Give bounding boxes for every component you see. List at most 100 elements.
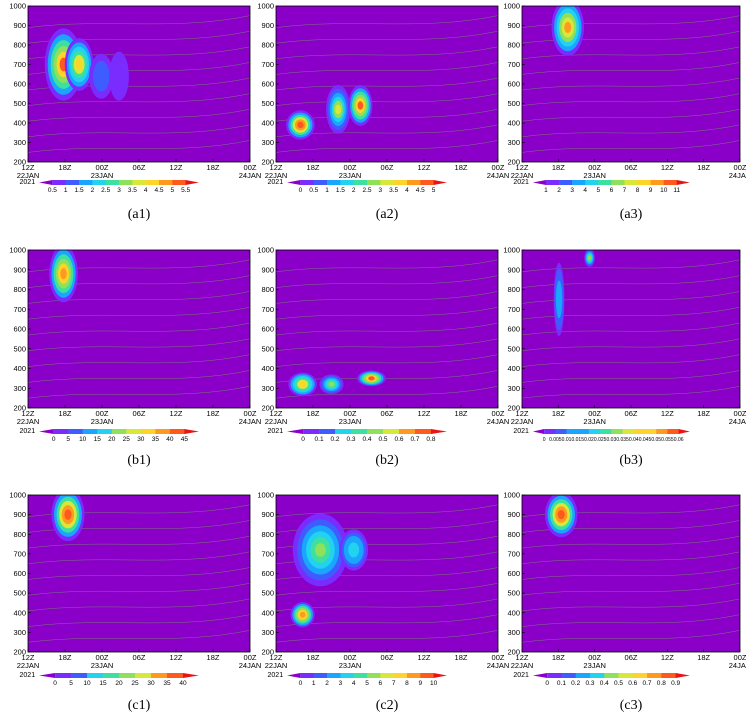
contour-line (522, 108, 740, 122)
colorbar-segment (547, 673, 562, 678)
colorbar-segment (414, 429, 432, 434)
data-blob-0-layer-5 (299, 381, 306, 388)
colorbar-tick-label: 2.5 (101, 187, 110, 194)
y-tick-label: 500 (261, 344, 274, 353)
contour-line (28, 385, 250, 399)
contour-line (28, 551, 250, 565)
contour-line (276, 338, 498, 352)
y-tick-label: 1000 (257, 2, 274, 11)
data-blob-0-layer-5 (557, 292, 561, 307)
y-tick-label: 900 (13, 21, 26, 30)
x-tick-label: 12Z (170, 653, 183, 662)
x-tick-label: 12Z (270, 409, 283, 418)
colorbar-segment (351, 429, 368, 434)
panel-label: (c3) (620, 698, 643, 713)
y-tick-label: 800 (507, 285, 520, 294)
x-tick-label: 06Z (133, 653, 146, 662)
y-tick-label: 200 (13, 404, 26, 413)
colorbar-segment (287, 673, 301, 678)
colorbar-tick-label: 3.5 (128, 187, 137, 194)
colorbar-year: 2021 (20, 428, 36, 435)
contour-line (276, 322, 498, 336)
y-tick-label: 800 (507, 41, 520, 50)
contour-line (276, 15, 498, 28)
colorbar-year: 2021 (513, 179, 529, 186)
y-tick-label: 200 (507, 158, 520, 167)
colorbar-segment (327, 673, 341, 678)
plot-area (276, 250, 498, 408)
colorbar-tick-label: 10 (430, 680, 438, 687)
colorbar-tick-label: 2 (557, 187, 561, 194)
colorbar-segment (555, 429, 567, 434)
colorbar-segment (600, 429, 612, 434)
contour-line (28, 124, 250, 138)
colorbar-segment (675, 673, 690, 678)
panel-label: (c1) (128, 698, 151, 713)
x-date-label: 24JAN (487, 661, 510, 670)
y-tick-label: 200 (507, 648, 520, 657)
colorbar-segment (611, 429, 623, 434)
x-tick-label: 00Z (588, 653, 601, 662)
colorbar-segment (667, 429, 679, 434)
colorbar-tick-label: 0.1 (315, 436, 324, 443)
colorbar-tick-label: 4 (583, 187, 587, 194)
colorbar-tick-label: 15 (94, 436, 102, 443)
colorbar-segment (532, 180, 546, 185)
colorbar-tick-label: 10 (79, 436, 87, 443)
colorbar-segment (327, 180, 341, 185)
contour-line (276, 46, 498, 60)
x-date-label: 24JAN (729, 661, 746, 670)
x-date-label: 22JAN (265, 171, 288, 180)
contour-line (522, 598, 740, 612)
panel-label: (b1) (127, 453, 151, 468)
colorbar-segment (678, 429, 690, 434)
x-date-label: 24JAN (487, 417, 510, 426)
colorbar-segment (169, 429, 185, 434)
background-field (522, 250, 740, 408)
colorbar-tick-label: 0.05 (651, 437, 661, 443)
colorbar-year: 2021 (513, 672, 529, 679)
x-tick-label: 18Z (207, 409, 220, 418)
x-tick-label: 00Z (734, 409, 746, 418)
plot-area (28, 250, 250, 408)
x-tick-label: 00Z (492, 653, 505, 662)
y-tick-label: 900 (261, 265, 274, 274)
x-tick-label: 06Z (381, 163, 394, 172)
y-tick-label: 400 (507, 364, 520, 373)
x-tick-label: 12Z (170, 409, 183, 418)
colorbar-segment (585, 180, 599, 185)
colorbar-segment (647, 673, 662, 678)
x-tick-label: 12Z (516, 409, 529, 418)
data-blob-2-layer-5 (350, 545, 357, 555)
x-date-label: 22JAN (511, 661, 534, 670)
x-tick-label: 12Z (270, 163, 283, 172)
contour-line (522, 124, 740, 138)
contour-line (276, 630, 498, 643)
colorbar-segment (55, 673, 72, 678)
contour-line (522, 77, 740, 91)
y-tick-label: 300 (507, 628, 520, 637)
panel-label: (b2) (375, 453, 399, 468)
contour-line (28, 108, 250, 122)
y-tick-label: 900 (261, 510, 274, 519)
colorbar-tick-label: 0.4 (362, 436, 371, 443)
x-tick-label: 18Z (307, 653, 320, 662)
colorbar-tick-label: 4 (352, 680, 356, 687)
colorbar-segment (53, 429, 69, 434)
colorbar-segment (650, 180, 664, 185)
contour-line (28, 322, 250, 336)
colorbar-segment (393, 180, 408, 185)
y-tick-label: 400 (13, 119, 26, 128)
y-tick-label: 500 (507, 589, 520, 598)
contour-line (28, 291, 250, 304)
data-blob-2-layer-5 (368, 376, 375, 381)
y-tick-label: 700 (507, 549, 520, 558)
colorbar-tick-label: 1 (64, 187, 68, 194)
x-date-label: 24JAN (729, 171, 746, 180)
colorbar-tick-label: 0.005 (549, 437, 562, 443)
data-blob-0-layer-5 (297, 121, 304, 129)
colorbar-segment (637, 180, 651, 185)
